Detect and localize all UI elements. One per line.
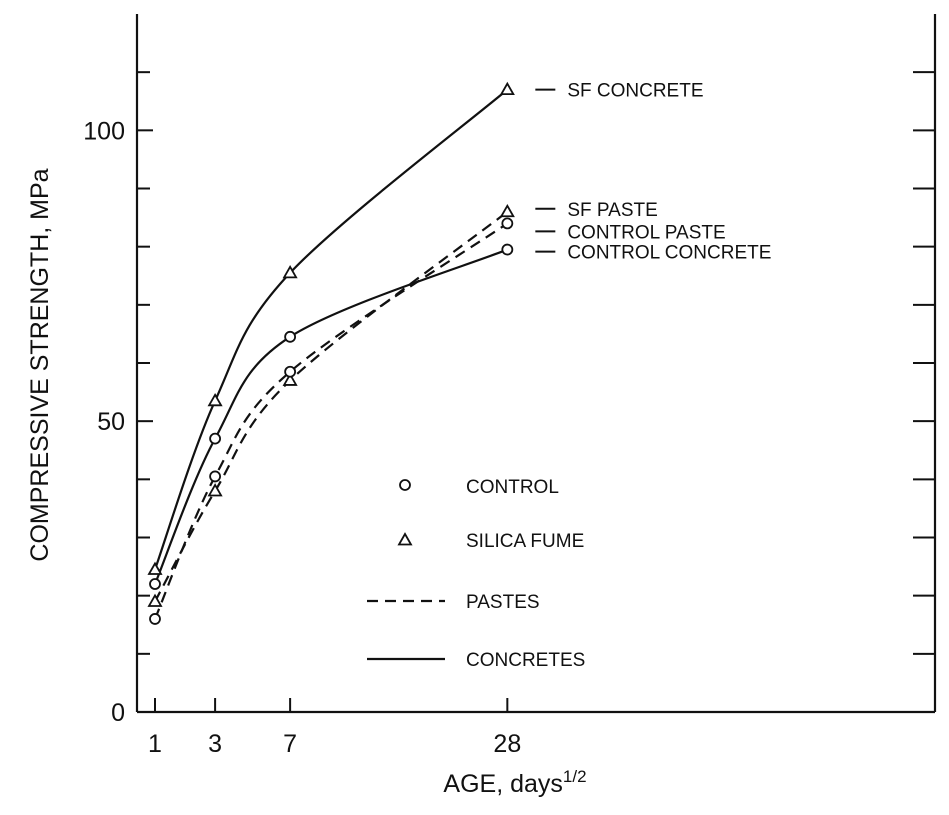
control-paste-point [209, 470, 222, 483]
y-tick-label: 50 [97, 408, 125, 436]
y-tick-label: 100 [83, 117, 125, 145]
control-paste-point [501, 217, 514, 230]
control-concrete-point [501, 243, 514, 256]
control-paste-point [149, 613, 161, 625]
y-tick-label: 0 [111, 699, 125, 727]
x-axis-title: AGE, days1/2 [443, 767, 586, 798]
legend-concretes-label: CONCRETES [466, 650, 585, 671]
control-paste-line [153, 222, 508, 620]
sf-concrete-point [147, 561, 163, 575]
sf-paste-point [207, 483, 223, 497]
sf-concrete-line [153, 88, 509, 570]
control-concrete-point [209, 432, 222, 445]
control-paste-point [284, 365, 297, 378]
x-tick-label: 7 [283, 730, 297, 758]
sf-concrete-point [282, 265, 298, 279]
control-concrete-label: CONTROL CONCRETE [567, 243, 771, 264]
sf-concrete-label: SF CONCRETE [567, 81, 703, 102]
axes: 0 50 100 1 3 7 28 [83, 14, 937, 758]
x-tick-label: 1 [148, 730, 162, 758]
control-paste-label: CONTROL PASTE [567, 222, 725, 243]
curves [153, 88, 509, 620]
x-tick-label: 3 [208, 730, 222, 758]
sf-paste-point [282, 372, 298, 386]
legend: CONTROL SILICA FUME PASTES CONCRETES [367, 477, 585, 671]
sf-paste-label: SF PASTE [567, 200, 657, 221]
y-axis-title: COMPRESSIVE STRENGTH, MPa [26, 168, 54, 561]
legend-control-label: CONTROL [466, 477, 559, 498]
sf-paste-line [154, 210, 509, 603]
legend-pastes-label: PASTES [466, 592, 540, 613]
legend-silica-fume-label: SILICA FUME [466, 531, 584, 552]
sf-concrete-point [499, 81, 515, 96]
legend-control-symbol [399, 479, 411, 491]
sf-concrete-point [207, 392, 223, 407]
sf-paste-point [147, 593, 163, 607]
markers [147, 81, 515, 625]
x-tick-label: 28 [493, 730, 521, 758]
control-concrete-point [149, 578, 161, 590]
control-concrete-point [284, 330, 297, 343]
sf-paste-point [499, 203, 515, 218]
legend-silica-fume-symbol [397, 532, 413, 546]
control-concrete-line [153, 248, 508, 585]
